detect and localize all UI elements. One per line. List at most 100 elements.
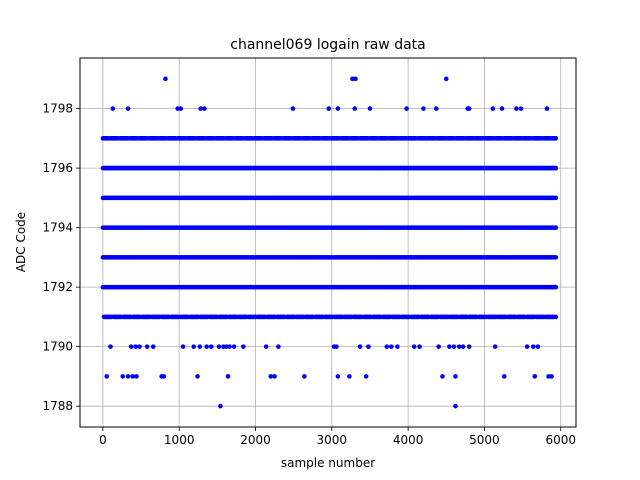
plot-frame	[79, 57, 577, 428]
data-point	[417, 344, 422, 349]
data-point	[204, 344, 209, 349]
data-point	[524, 344, 530, 349]
data-point	[553, 225, 559, 230]
data-point	[347, 374, 352, 379]
data-point	[453, 403, 458, 409]
data-point	[161, 374, 167, 379]
y-tick-label: 1794	[42, 221, 73, 235]
data-point	[532, 374, 538, 379]
data-point	[434, 106, 439, 111]
data-point	[553, 165, 559, 171]
data-point	[110, 106, 116, 111]
data-point	[202, 106, 207, 111]
data-point	[530, 344, 536, 349]
data-point	[125, 106, 131, 111]
data-point	[553, 195, 559, 201]
data-point	[216, 344, 222, 349]
x-tick-label: 2000	[240, 433, 271, 447]
data-point	[553, 284, 559, 290]
data-point	[549, 374, 554, 379]
data-point	[227, 344, 232, 349]
data-point	[384, 344, 390, 349]
x-tick-label: 6000	[545, 433, 576, 447]
y-tick-label: 1788	[42, 399, 73, 413]
data-point	[514, 106, 519, 111]
data-point	[553, 255, 559, 260]
data-point	[225, 374, 231, 379]
data-point	[134, 374, 139, 379]
data-point	[363, 374, 369, 379]
data-point	[466, 344, 472, 349]
data-point	[133, 344, 139, 349]
data-point	[195, 374, 200, 379]
data-points	[100, 76, 559, 409]
data-point	[447, 344, 452, 349]
data-point	[276, 344, 281, 349]
data-point	[389, 344, 394, 349]
data-point	[163, 76, 168, 82]
data-point	[395, 344, 400, 349]
data-point	[352, 106, 358, 111]
x-tick-label: 1000	[164, 433, 195, 447]
data-point	[191, 344, 196, 349]
data-point	[144, 344, 150, 349]
data-point	[553, 314, 559, 320]
data-point	[302, 374, 307, 379]
data-point	[180, 344, 186, 349]
data-point	[268, 374, 274, 379]
data-point	[120, 374, 126, 379]
x-axis-label: sample number	[281, 456, 375, 470]
data-point	[404, 106, 409, 111]
data-point	[544, 106, 550, 111]
data-point	[272, 374, 277, 379]
data-point	[335, 374, 341, 379]
data-point	[240, 344, 246, 349]
y-tick-label: 1792	[42, 280, 73, 294]
data-point	[125, 374, 131, 379]
data-point	[460, 344, 466, 349]
data-point	[335, 106, 341, 111]
data-point	[411, 344, 417, 349]
data-point	[490, 106, 496, 111]
data-point	[104, 374, 110, 379]
data-point	[150, 344, 156, 349]
data-point	[108, 344, 113, 349]
y-tick-label: 1790	[42, 340, 73, 354]
data-point	[518, 106, 524, 111]
data-point	[178, 106, 184, 111]
data-point	[501, 374, 507, 379]
data-point	[366, 344, 371, 349]
data-point	[218, 403, 223, 409]
y-tick-label: 1798	[42, 102, 73, 116]
data-point	[197, 344, 203, 349]
data-point	[492, 344, 498, 349]
x-tick-label: 4000	[393, 433, 424, 447]
data-point	[137, 344, 142, 349]
data-point	[456, 344, 462, 349]
data-point	[535, 344, 541, 349]
x-axis-ticks: 0 1000 2000 3000 4000 5000 6000	[99, 427, 576, 447]
y-axis-ticks: 1788 1790 1792 1794 1796 1798	[42, 102, 80, 413]
data-point	[451, 344, 457, 349]
data-point	[198, 106, 203, 111]
x-tick-label: 3000	[317, 433, 348, 447]
data-point	[231, 344, 237, 349]
data-point	[357, 344, 363, 349]
y-axis-label: ADC Code	[14, 212, 28, 272]
data-point	[334, 344, 339, 349]
data-point	[290, 106, 296, 111]
chart-title: channel069 logain raw data	[230, 37, 425, 53]
data-point	[440, 374, 445, 379]
data-point	[421, 106, 426, 111]
data-point	[453, 374, 458, 379]
y-tick-label: 1796	[42, 161, 73, 175]
data-point	[466, 106, 472, 111]
data-point	[499, 106, 505, 111]
x-tick-label: 5000	[469, 433, 500, 447]
data-point	[326, 106, 332, 111]
data-point	[436, 344, 441, 349]
x-tick-label: 0	[99, 433, 107, 447]
data-point	[443, 76, 449, 82]
